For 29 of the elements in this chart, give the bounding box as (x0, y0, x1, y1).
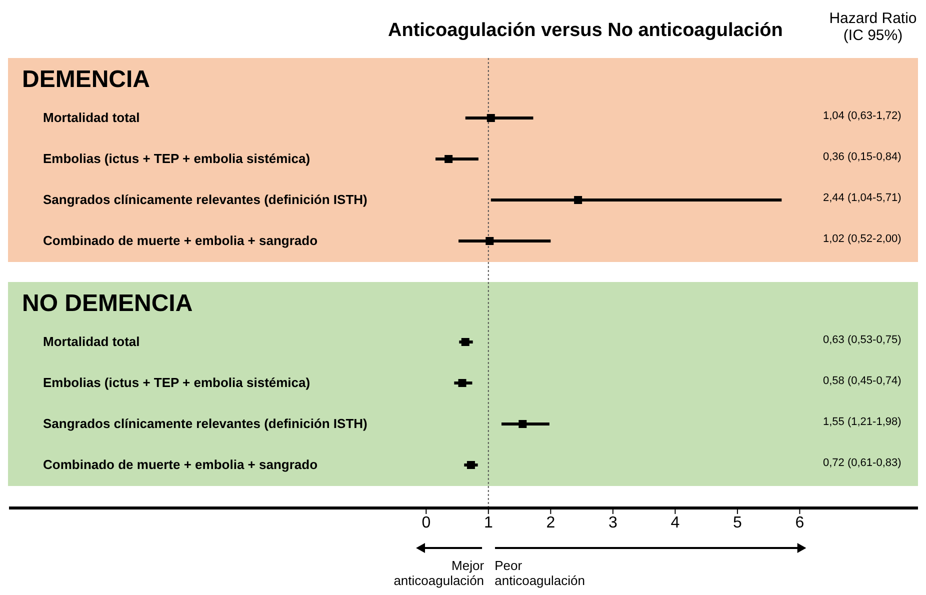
annotation: 0,58 (0,45-0,74) (823, 375, 902, 387)
annotation: 1,04 (0,63-1,72) (823, 110, 902, 122)
annotation: NO DEMENCIA (22, 290, 193, 318)
x-tick-label: 2 (546, 514, 556, 532)
x-tick-label: 4 (670, 514, 680, 532)
y-tick-label: Combinado de muerte + embolia + sangrado (43, 233, 318, 248)
text: Hazard Ratio (IC 95%) (828, 10, 918, 44)
chart-title: Anticoagulación versus No anticoagulación (388, 20, 783, 42)
y-tick-label: Mortalidad total (43, 334, 140, 349)
y-tick-label: Sangrados clínicamente relevantes (definición ISTH) (43, 192, 368, 207)
annotation: 2,44 (1,04-5,71) (823, 192, 902, 204)
x-tick-label: 0 (422, 514, 431, 532)
annotation: 0,72 (0,61-0,83) (823, 457, 902, 469)
annotation: 1,55 (1,21-1,98) (823, 416, 902, 428)
y-tick-label: Embolias (ictus + TEP + embolia sistémica) (43, 375, 310, 390)
annotation: DEMENCIA (22, 66, 150, 94)
text: Mejor anticoagulación (392, 558, 484, 588)
x-tick-label: 5 (732, 514, 742, 532)
y-tick-label: Combinado de muerte + embolia + sangrado (43, 457, 318, 472)
x-tick-label: 1 (484, 514, 493, 532)
annotation: 0,36 (0,15-0,84) (823, 151, 902, 163)
x-tick-label: 3 (608, 514, 618, 532)
y-tick-label: Sangrados clínicamente relevantes (definición ISTH) (43, 416, 368, 431)
annotation: 1,02 (0,52-2,00) (823, 233, 902, 245)
y-tick-label: Embolias (ictus + TEP + embolia sistémica) (43, 151, 310, 166)
x-tick-label: 6 (795, 514, 804, 532)
annotation: 0,63 (0,53-0,75) (823, 334, 902, 346)
text: Peor anticoagulación (494, 558, 586, 588)
y-tick-label: Mortalidad total (43, 110, 140, 125)
